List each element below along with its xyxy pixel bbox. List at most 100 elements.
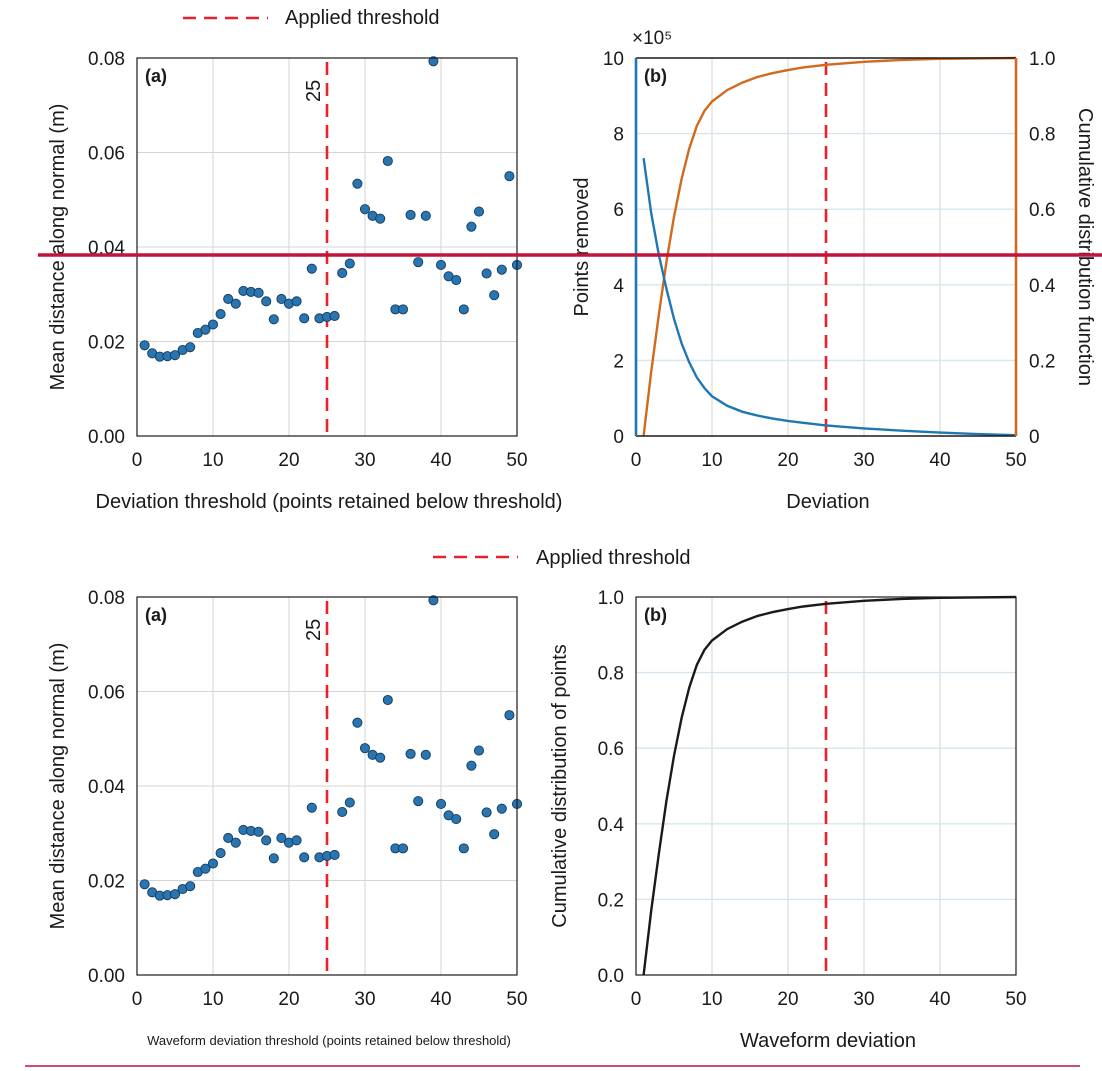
panel-bottom-a: 0 10 20 30 40 50 0.00 0.02 0.04 0.06 0.08 (a) 25 Wave… bbox=[47, 588, 528, 1048]
data-point bbox=[215, 309, 226, 320]
data-point bbox=[375, 752, 386, 763]
data-point bbox=[169, 889, 181, 900]
data-point bbox=[382, 694, 393, 706]
x-axis-label: Waveform deviation threshold (points ret… bbox=[147, 1033, 511, 1048]
data-point bbox=[185, 881, 196, 892]
plot-frame bbox=[136, 596, 518, 976]
data-point bbox=[253, 826, 264, 837]
y-tick-label: 0.0 bbox=[598, 966, 624, 987]
x-tick-label: 50 bbox=[506, 450, 527, 471]
data-point bbox=[504, 171, 515, 182]
data-point bbox=[329, 849, 340, 861]
data-point bbox=[413, 796, 424, 807]
x-tick-label: 20 bbox=[278, 989, 299, 1010]
y-tick-label: 1.0 bbox=[598, 588, 624, 609]
x-tick-label: 50 bbox=[506, 989, 527, 1010]
data-point bbox=[504, 710, 515, 721]
data-point bbox=[435, 259, 447, 271]
x-tick-label: 40 bbox=[430, 450, 451, 471]
data-point bbox=[435, 798, 447, 810]
y-tick-label: 0.2 bbox=[598, 890, 624, 911]
y-tick-label: 0.02 bbox=[88, 872, 125, 893]
x-tick-label: 40 bbox=[929, 989, 950, 1010]
data-point bbox=[337, 806, 348, 818]
data-point bbox=[299, 313, 310, 324]
data-point bbox=[382, 155, 393, 167]
data-point bbox=[428, 595, 439, 606]
data-point bbox=[261, 835, 272, 846]
data-point bbox=[420, 749, 431, 760]
data-point bbox=[306, 802, 317, 813]
y-tick-label: 0 bbox=[613, 427, 624, 448]
x-tick-label: 30 bbox=[853, 450, 874, 471]
y-tick-label: 0.00 bbox=[88, 966, 125, 987]
y-tick-label: 0.06 bbox=[88, 683, 125, 704]
data-point bbox=[276, 832, 287, 844]
x-axis-label: Deviation threshold (points retained bel… bbox=[96, 491, 563, 513]
x-axis-label: Waveform deviation bbox=[740, 1030, 916, 1052]
y-right-tick-label: 0.2 bbox=[1029, 351, 1055, 372]
data-point bbox=[306, 263, 317, 274]
data-point bbox=[413, 257, 424, 268]
panel-label: (b) bbox=[644, 66, 667, 86]
data-point bbox=[215, 848, 226, 859]
data-point bbox=[496, 264, 507, 275]
y-right-tick-label: 0.4 bbox=[1029, 276, 1056, 297]
x-tick-label: 50 bbox=[1005, 450, 1026, 471]
y-tick-label: 0.06 bbox=[88, 144, 125, 165]
plot-frame bbox=[635, 596, 1017, 976]
legend-top-label: Applied threshold bbox=[285, 7, 440, 29]
data-point bbox=[169, 350, 181, 361]
data-point bbox=[451, 275, 462, 286]
data-point bbox=[291, 835, 302, 846]
x-tick-label: 10 bbox=[701, 450, 722, 471]
data-point bbox=[230, 837, 241, 848]
data-point bbox=[428, 56, 439, 67]
x-tick-label: 0 bbox=[132, 989, 143, 1010]
data-point bbox=[344, 258, 355, 269]
y-tick-label: 0.4 bbox=[598, 815, 625, 836]
data-point bbox=[291, 296, 302, 307]
data-point bbox=[230, 298, 241, 309]
series-line-cdf bbox=[642, 595, 1017, 976]
x-tick-label: 0 bbox=[631, 450, 642, 471]
x-axis-label: Deviation bbox=[786, 491, 869, 513]
data-point bbox=[375, 213, 386, 224]
y-axis-label: Cumulative distribution of points bbox=[549, 644, 571, 927]
y-axis-label: Mean distance along normal (m) bbox=[47, 643, 69, 930]
y-tick-label: 0.6 bbox=[598, 739, 624, 760]
x-tick-label: 10 bbox=[701, 989, 722, 1010]
legend-top: Applied threshold bbox=[183, 7, 440, 29]
y-tick-label: 0.02 bbox=[88, 333, 125, 354]
threshold-label: 25 bbox=[303, 619, 325, 641]
data-point bbox=[466, 221, 477, 232]
data-point bbox=[458, 843, 469, 854]
data-point bbox=[420, 210, 431, 221]
x-tick-label: 10 bbox=[202, 989, 223, 1010]
data-point bbox=[261, 296, 272, 307]
data-point bbox=[481, 807, 492, 818]
data-point bbox=[397, 843, 409, 854]
data-point bbox=[359, 743, 371, 754]
y-tick-label: 4 bbox=[613, 276, 624, 297]
data-point bbox=[359, 204, 371, 215]
data-point bbox=[223, 832, 234, 844]
data-point bbox=[299, 852, 310, 863]
data-point bbox=[253, 287, 264, 298]
x-tick-label: 0 bbox=[631, 989, 642, 1010]
panel-top-b: 0 10 20 30 40 500246810(b)00.20.40.60.81.0×10… bbox=[571, 28, 1096, 513]
data-point bbox=[352, 178, 363, 189]
y-axis-label-right: Cumulative distribution function bbox=[1074, 108, 1096, 386]
y-axis-label: Mean distance along normal (m) bbox=[47, 104, 69, 391]
y-right-tick-label: 0.8 bbox=[1029, 125, 1055, 146]
data-point bbox=[268, 314, 279, 325]
x-tick-label: 0 bbox=[132, 450, 143, 471]
data-point bbox=[405, 748, 416, 759]
data-point bbox=[496, 803, 507, 814]
data-point bbox=[397, 304, 409, 315]
data-point bbox=[451, 814, 462, 825]
data-point bbox=[473, 745, 485, 756]
x-tick-label: 30 bbox=[354, 450, 375, 471]
y-axis-label: Points removed bbox=[571, 178, 593, 317]
